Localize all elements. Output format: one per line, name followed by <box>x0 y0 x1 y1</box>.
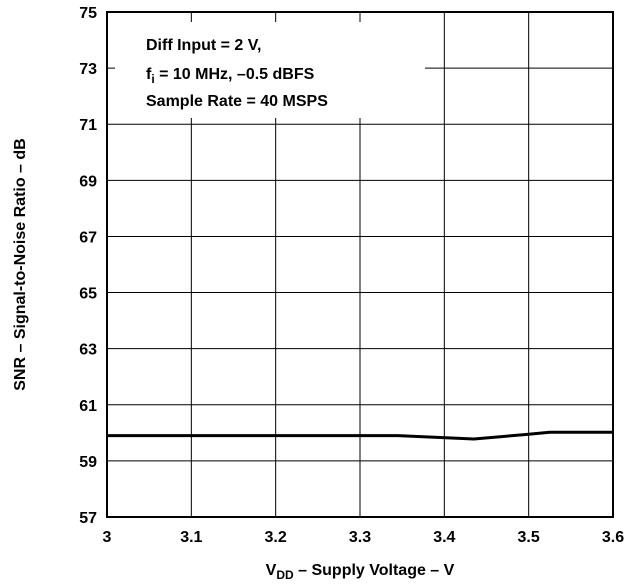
y-tick-label: 71 <box>79 117 97 134</box>
annotation-line: Sample Rate = 40 MSPS <box>146 93 328 110</box>
x-tick-label: 3.2 <box>265 529 287 546</box>
annotation-rest: = 10 MHz, –0.5 dBFS <box>155 66 315 83</box>
x-tick-label: 3.1 <box>180 529 202 546</box>
x-axis-label-prefix: V <box>266 562 277 579</box>
y-tick-label: 57 <box>79 510 97 527</box>
x-tick-label: 3.4 <box>433 529 455 546</box>
y-tick-label: 69 <box>79 173 97 190</box>
y-tick-labels: 57 59 61 63 65 67 69 71 73 75 <box>79 5 97 527</box>
series-line <box>107 430 613 441</box>
series-layer <box>107 430 613 441</box>
annotation-subscript: i <box>151 72 154 86</box>
y-tick-label: 65 <box>79 286 97 303</box>
x-tick-label: 3.6 <box>602 529 624 546</box>
x-tick-label: 3 <box>103 529 112 546</box>
x-tick-labels: 3 3.1 3.2 3.3 3.4 3.5 3.6 <box>103 529 625 546</box>
y-tick-label: 73 <box>79 61 97 78</box>
annotation-background <box>115 22 425 118</box>
annotation-prefix: f <box>146 66 152 83</box>
x-axis-label: VDD – Supply Voltage – V <box>266 562 455 582</box>
y-tick-label: 61 <box>79 398 97 415</box>
x-tick-label: 3.3 <box>349 529 371 546</box>
plot-frame <box>106 11 614 518</box>
y-axis-label: SNR – Signal-to-Noise Ratio – dB <box>12 138 29 390</box>
x-tick-label: 3.5 <box>518 529 540 546</box>
x-axis-label-rest: – Supply Voltage – V <box>294 562 455 579</box>
y-tick-label: 63 <box>79 342 97 359</box>
annotation-line: Diff Input = 2 V, <box>146 37 261 54</box>
y-tick-label: 59 <box>79 454 97 471</box>
y-tick-label: 75 <box>79 5 97 22</box>
x-axis-label-subscript: DD <box>276 568 294 582</box>
annotation-box: Diff Input = 2 V, fi = 10 MHz, –0.5 dBFS S… <box>146 37 328 110</box>
y-tick-label: 67 <box>79 229 97 246</box>
annotation-line: fi = 10 MHz, –0.5 dBFS <box>146 66 315 86</box>
